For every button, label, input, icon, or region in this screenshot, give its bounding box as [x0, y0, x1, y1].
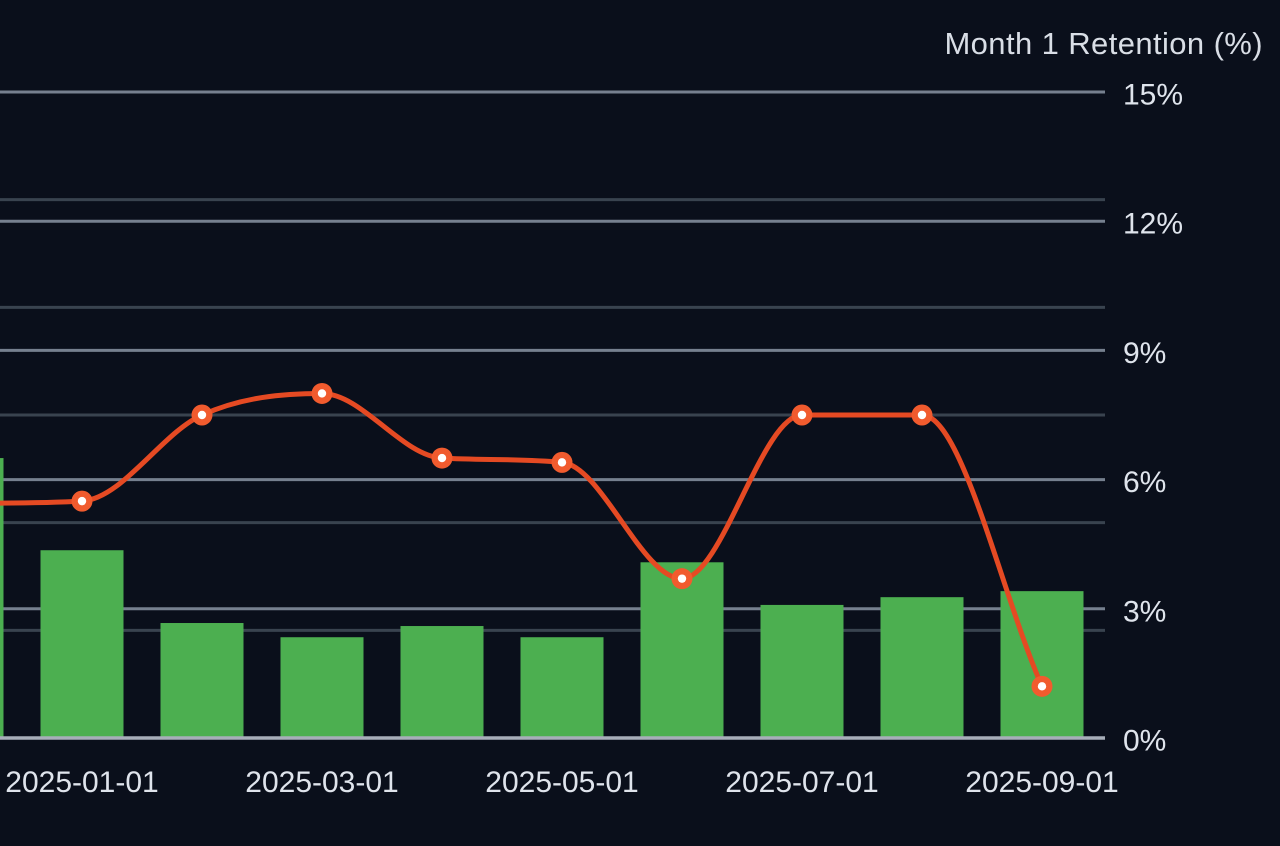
y-axis-label-3%: 3%: [1123, 595, 1166, 628]
line-marker-core-2025-06: [677, 574, 687, 583]
line-marker-core-2025-09: [1037, 682, 1047, 691]
x-axis-label-2025-05-01: 2025-05-01: [485, 766, 638, 799]
y-axis-label-12%: 12%: [1123, 208, 1183, 241]
bar-2025-05[interactable]: [520, 637, 604, 738]
line-marker-core-2025-04: [437, 453, 447, 463]
x-axis-label-2025-01-01: 2025-01-01: [5, 766, 158, 799]
line-marker-core-2025-07: [797, 410, 807, 420]
line-marker-core-2025-08: [917, 410, 927, 420]
bar-2025-02[interactable]: [160, 623, 244, 738]
bar-2025-07[interactable]: [760, 604, 844, 738]
x-axis-label-2025-07-01: 2025-07-01: [725, 766, 878, 799]
x-axis-label-2025-09-01: 2025-09-01: [965, 766, 1118, 799]
line-marker-core-2025-02: [197, 410, 207, 420]
y-axis-label-9%: 9%: [1123, 337, 1166, 370]
y-axis-label-15%: 15%: [1123, 78, 1183, 111]
line-marker-core-2025-03: [317, 389, 327, 398]
bar-2025-01[interactable]: [40, 550, 124, 738]
line-marker-core-2025-01: [77, 496, 87, 506]
chart-title: Month 1 Retention (%): [944, 26, 1263, 61]
bar-2025-04[interactable]: [400, 626, 484, 738]
y-axis-label-0%: 0%: [1123, 725, 1166, 758]
y-axis-label-6%: 6%: [1123, 466, 1166, 499]
bar-2025-03[interactable]: [280, 637, 364, 738]
bar-2025-06[interactable]: [640, 562, 724, 738]
bar-2024-12[interactable]: [0, 458, 4, 738]
x-axis-label-2025-03-01: 2025-03-01: [245, 766, 398, 799]
line-marker-core-2025-05: [557, 458, 567, 467]
bar-2025-08[interactable]: [880, 597, 964, 738]
